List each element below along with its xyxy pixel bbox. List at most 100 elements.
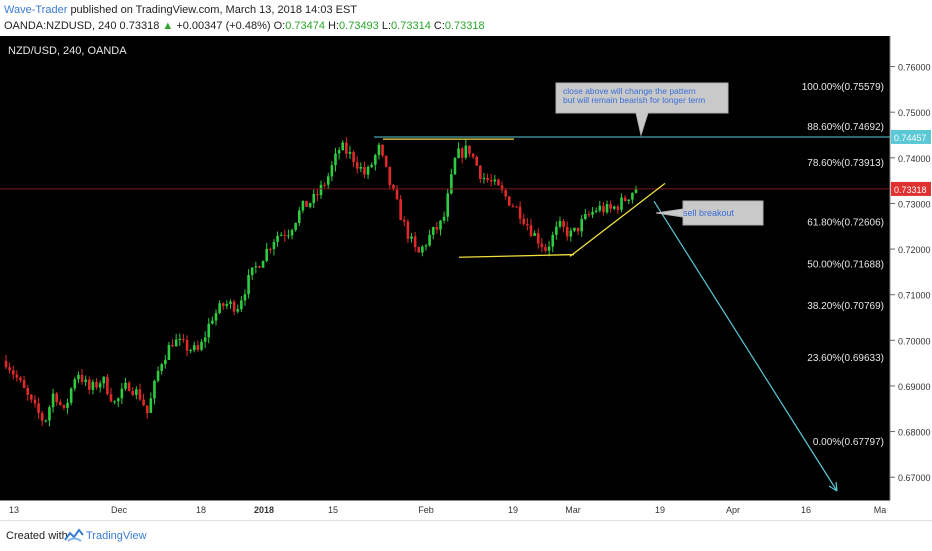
author-link[interactable]: Wave-Trader — [4, 4, 68, 16]
candle-body — [124, 382, 127, 389]
candle-body — [526, 223, 529, 226]
candle-body — [446, 193, 450, 217]
y-tick-label: 0.74000 — [898, 154, 931, 164]
candle-body — [562, 221, 565, 227]
callout-sell-text: sell breakout — [683, 208, 735, 218]
candle-body — [305, 200, 308, 207]
y-tick-label: 0.76000 — [898, 63, 931, 73]
candle-body — [214, 312, 218, 321]
candle-body — [352, 151, 355, 163]
callout-resistance-box[interactable] — [555, 82, 729, 137]
candle-body — [540, 243, 544, 248]
candle-body — [44, 420, 48, 422]
candle-body — [308, 203, 312, 207]
candle-body — [605, 204, 609, 213]
trendline[interactable] — [569, 182, 666, 257]
x-tick-label: 16 — [801, 505, 811, 515]
candle-body — [555, 226, 558, 235]
candle-body — [59, 401, 62, 405]
candle-body — [392, 184, 395, 190]
low-value: 0.73314 — [391, 20, 431, 32]
candle-body — [37, 403, 40, 413]
time-axis[interactable]: 13 Dec 18 2018 15 Feb 19 Mar 19 Apr 16 Ma — [0, 500, 932, 520]
candle-body — [66, 402, 69, 408]
candle-body — [254, 266, 258, 268]
candle-body — [276, 235, 279, 242]
candle-body — [623, 197, 627, 201]
candle-body — [243, 294, 247, 301]
candle-body — [145, 405, 149, 413]
ohlc-line: OANDA:NZDUSD, 240 0.73318 ▲ +0.00347 (+0… — [4, 20, 485, 32]
candle-body — [265, 248, 268, 262]
candle-body — [312, 194, 316, 204]
candle-body — [316, 194, 319, 196]
candle-body — [73, 379, 77, 389]
candle-body — [261, 261, 265, 268]
candle-body — [138, 389, 142, 400]
y-tick-label: 0.69000 — [898, 382, 931, 392]
candle-body — [609, 204, 612, 209]
price-axis-background — [890, 36, 932, 500]
candle-body — [497, 179, 500, 186]
candle-body — [171, 345, 174, 347]
candle-body — [627, 199, 631, 201]
x-tick-label: 19 — [508, 505, 518, 515]
candle-body — [442, 216, 446, 221]
candle-body — [486, 178, 489, 181]
candle-body — [410, 236, 413, 239]
x-tick-label: 18 — [196, 505, 206, 515]
low-label: L: — [381, 20, 392, 32]
candle-body — [62, 404, 66, 408]
candle-body — [348, 151, 352, 154]
candle-body — [15, 374, 19, 378]
price-chart[interactable]: NZD/USD, 240, OANDA 0.76000 0.75000 0.7400… — [0, 36, 932, 520]
candle-body — [450, 174, 453, 194]
candle-body — [120, 388, 124, 399]
footer: Created with TradingView — [0, 520, 932, 551]
candle-body — [26, 388, 30, 395]
x-tick-label: 15 — [328, 505, 338, 515]
chart-title: NZD/USD, 240, OANDA — [8, 45, 127, 57]
candle-body — [594, 210, 598, 212]
y-tick-label: 0.75000 — [898, 108, 931, 118]
candle-body — [631, 192, 634, 200]
candle-body — [460, 148, 464, 158]
candle-body — [435, 227, 439, 230]
projection-arrowhead — [828, 481, 838, 492]
resistance-price-tag — [891, 129, 931, 144]
candle-body — [279, 234, 283, 236]
candle-body — [240, 300, 243, 310]
candle-body — [533, 233, 536, 236]
current-price-tag — [891, 181, 931, 196]
candle-body — [203, 337, 207, 342]
plot-background — [0, 36, 890, 500]
candle-body — [518, 206, 522, 219]
candle-body — [330, 165, 334, 177]
candle-body — [269, 248, 272, 250]
candle-body — [565, 226, 569, 237]
candle-body — [489, 180, 493, 182]
candle-body — [301, 200, 305, 211]
candle-body — [584, 214, 587, 220]
candle-body — [40, 412, 44, 421]
pattern-bottom-line[interactable] — [458, 253, 575, 258]
chart-area[interactable]: NZD/USD, 240, OANDA 0.76000 0.75000 0.7400… — [0, 36, 932, 500]
x-tick-label: Feb — [418, 505, 434, 515]
candle-body — [598, 205, 602, 211]
tradingview-brand-link[interactable]: TradingView — [86, 530, 147, 542]
candle-body — [283, 234, 287, 236]
candle-body — [131, 390, 135, 395]
candle-body — [109, 394, 113, 402]
x-tick-label: 19 — [655, 505, 665, 515]
candle-body — [482, 178, 486, 180]
candle-body — [402, 220, 406, 222]
candle-body — [22, 380, 26, 389]
callout-sell-box[interactable] — [655, 200, 764, 226]
candle-body — [355, 162, 359, 169]
projection-arrow-line[interactable] — [653, 200, 838, 492]
x-tick-label: Mar — [565, 505, 581, 515]
candle-body — [33, 399, 37, 404]
candle-body — [258, 266, 261, 268]
price-change: +0.00347 (+0.48%) — [176, 20, 271, 32]
candle-body — [359, 166, 363, 169]
